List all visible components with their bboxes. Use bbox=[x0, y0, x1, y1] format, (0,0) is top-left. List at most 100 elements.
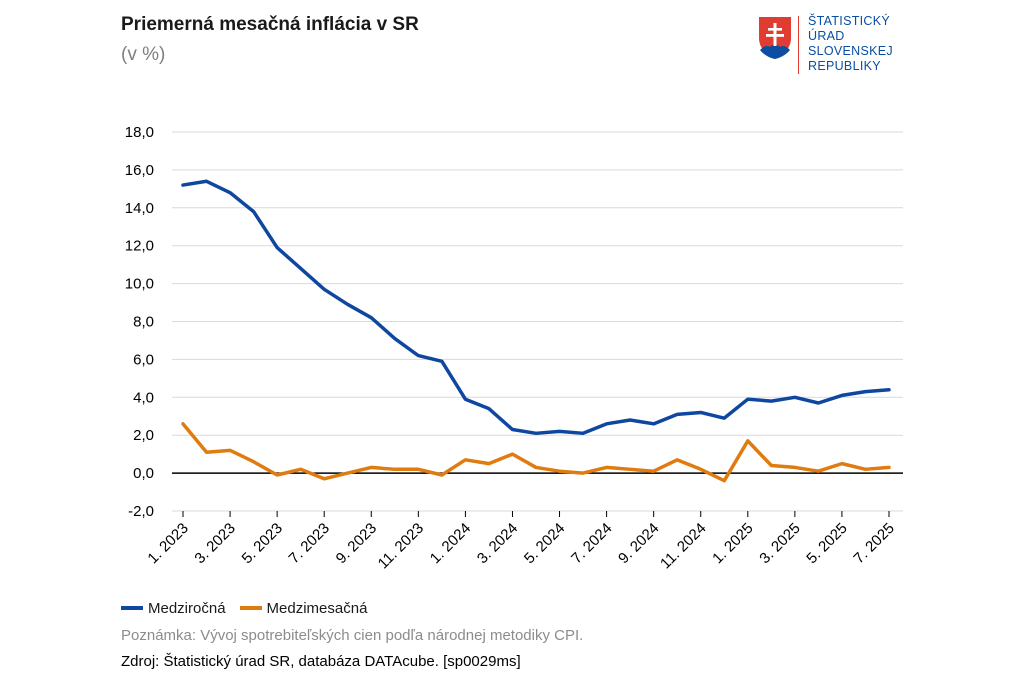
x-tick-label: 5. 2025 bbox=[803, 520, 850, 567]
logo-line: ÚRAD bbox=[808, 29, 845, 43]
legend-item-medzirocna[interactable]: Medziročná bbox=[121, 600, 226, 617]
data-point-medzimesacna[interactable] bbox=[792, 464, 798, 470]
data-point-medzimesacna[interactable] bbox=[439, 472, 445, 478]
data-point-medzimesacna[interactable] bbox=[745, 438, 751, 444]
data-point-medzimesacna[interactable] bbox=[768, 463, 774, 469]
data-point-medzimesacna[interactable] bbox=[298, 466, 304, 472]
x-tick-label: 3. 2025 bbox=[756, 520, 803, 567]
chart-title: Priemerná mesačná inflácia v SR bbox=[121, 14, 419, 35]
data-point-medzirocna[interactable] bbox=[392, 336, 398, 342]
legend-swatch-medzimesacna bbox=[239, 606, 262, 610]
data-point-medzirocna[interactable] bbox=[674, 411, 680, 417]
data-point-medzirocna[interactable] bbox=[557, 428, 563, 434]
series-line-medzirocna bbox=[181, 179, 891, 436]
slovak-coat-of-arms-icon bbox=[759, 17, 791, 59]
legend-item-medzimesacna[interactable]: Medzimesačná bbox=[239, 599, 368, 617]
data-point-medzimesacna[interactable] bbox=[415, 466, 421, 472]
data-point-medzirocna[interactable] bbox=[486, 406, 492, 412]
data-point-medzimesacna[interactable] bbox=[839, 461, 845, 467]
y-tick-label: 0,0 bbox=[133, 465, 154, 482]
data-point-medzirocna[interactable] bbox=[792, 394, 798, 400]
data-point-medzimesacna[interactable] bbox=[392, 466, 398, 472]
chart-source: Zdroj: Štatistický úrad SR, databáza DAT… bbox=[121, 653, 521, 670]
data-point-medzirocna[interactable] bbox=[204, 178, 210, 184]
statistical-office-logo[interactable]: ŠTATISTICKÝ ÚRAD SLOVENSKEJ REPUBLIKY bbox=[758, 14, 908, 76]
logo-text: ŠTATISTICKÝ ÚRAD SLOVENSKEJ REPUBLIKY bbox=[808, 14, 893, 74]
data-point-medzimesacna[interactable] bbox=[580, 470, 586, 476]
data-point-medzimesacna[interactable] bbox=[533, 464, 539, 470]
data-point-medzirocna[interactable] bbox=[651, 421, 657, 427]
data-point-medzirocna[interactable] bbox=[415, 353, 421, 359]
data-point-medzirocna[interactable] bbox=[439, 358, 445, 364]
data-point-medzirocna[interactable] bbox=[274, 245, 280, 251]
y-tick-label: 2,0 bbox=[133, 427, 154, 444]
data-point-medzirocna[interactable] bbox=[368, 315, 374, 321]
data-point-medzirocna[interactable] bbox=[698, 409, 704, 415]
x-tick-label: 11. 2023 bbox=[375, 520, 428, 573]
x-tick-label: 5. 2024 bbox=[521, 520, 568, 567]
chart-subtitle: (v %) bbox=[121, 44, 166, 65]
data-point-medzimesacna[interactable] bbox=[274, 472, 280, 478]
data-point-medzirocna[interactable] bbox=[462, 396, 468, 402]
y-tick-label: 18,0 bbox=[125, 124, 154, 141]
data-point-medzimesacna[interactable] bbox=[368, 464, 374, 470]
legend-label-medzimesacna: Medzimesačná bbox=[266, 599, 368, 617]
data-point-medzimesacna[interactable] bbox=[604, 464, 610, 470]
legend-label-medzirocna: Medziročná bbox=[148, 599, 226, 617]
data-point-medzirocna[interactable] bbox=[533, 430, 539, 436]
data-point-medzirocna[interactable] bbox=[321, 286, 327, 292]
data-point-medzimesacna[interactable] bbox=[486, 461, 492, 467]
data-point-medzirocna[interactable] bbox=[721, 415, 727, 421]
data-point-medzimesacna[interactable] bbox=[651, 468, 657, 474]
data-point-medzirocna[interactable] bbox=[345, 301, 351, 307]
data-point-medzimesacna[interactable] bbox=[557, 468, 563, 474]
data-point-medzirocna[interactable] bbox=[862, 389, 868, 395]
data-point-medzirocna[interactable] bbox=[251, 209, 257, 215]
data-point-medzirocna[interactable] bbox=[227, 190, 233, 196]
data-point-medzirocna[interactable] bbox=[580, 430, 586, 436]
data-point-medzimesacna[interactable] bbox=[886, 464, 892, 470]
data-point-medzirocna[interactable] bbox=[768, 398, 774, 404]
x-tick-label: 9. 2024 bbox=[615, 520, 662, 567]
data-point-medzimesacna[interactable] bbox=[462, 457, 468, 463]
data-point-medzimesacna[interactable] bbox=[180, 421, 186, 427]
data-point-medzimesacna[interactable] bbox=[627, 466, 633, 472]
y-tick-label: 10,0 bbox=[125, 276, 154, 293]
legend-swatch-medzirocna bbox=[121, 606, 143, 610]
series-line-medzimesacna bbox=[181, 422, 891, 483]
data-point-medzimesacna[interactable] bbox=[698, 466, 704, 472]
data-point-medzirocna[interactable] bbox=[745, 396, 751, 402]
data-point-medzirocna[interactable] bbox=[298, 265, 304, 271]
x-tick-label: 1. 2025 bbox=[709, 520, 756, 567]
y-tick-label: 6,0 bbox=[133, 351, 154, 368]
data-point-medzirocna[interactable] bbox=[839, 392, 845, 398]
data-point-medzirocna[interactable] bbox=[627, 417, 633, 423]
data-point-medzimesacna[interactable] bbox=[815, 468, 821, 474]
data-point-medzimesacna[interactable] bbox=[204, 449, 210, 455]
x-tick-label: 3. 2023 bbox=[191, 520, 238, 567]
x-tick-label: 1. 2024 bbox=[427, 520, 474, 567]
logo-line: SLOVENSKEJ bbox=[808, 44, 893, 58]
data-point-medzimesacna[interactable] bbox=[509, 451, 515, 457]
data-point-medzimesacna[interactable] bbox=[721, 478, 727, 484]
data-point-medzimesacna[interactable] bbox=[251, 459, 257, 465]
data-point-medzirocna[interactable] bbox=[509, 427, 515, 433]
y-tick-label: 12,0 bbox=[125, 238, 154, 255]
data-point-medzirocna[interactable] bbox=[180, 182, 186, 188]
x-tick-label: 7. 2023 bbox=[286, 520, 333, 567]
x-tick-label: 7. 2025 bbox=[850, 520, 897, 567]
data-point-medzimesacna[interactable] bbox=[674, 457, 680, 463]
data-point-medzirocna[interactable] bbox=[815, 400, 821, 406]
chart-note: Poznámka: Vývoj spotrebiteľských cien po… bbox=[121, 627, 584, 644]
data-point-medzirocna[interactable] bbox=[604, 421, 610, 427]
data-point-medzimesacna[interactable] bbox=[227, 447, 233, 453]
logo-line: ŠTATISTICKÝ bbox=[808, 14, 891, 28]
data-point-medzirocna[interactable] bbox=[886, 387, 892, 393]
data-point-medzimesacna[interactable] bbox=[345, 470, 351, 476]
data-point-medzimesacna[interactable] bbox=[321, 476, 327, 482]
x-tick-label: 5. 2023 bbox=[239, 520, 286, 567]
x-tick-label: 3. 2024 bbox=[474, 520, 521, 567]
y-tick-label: 8,0 bbox=[133, 314, 154, 331]
data-point-medzimesacna[interactable] bbox=[862, 466, 868, 472]
